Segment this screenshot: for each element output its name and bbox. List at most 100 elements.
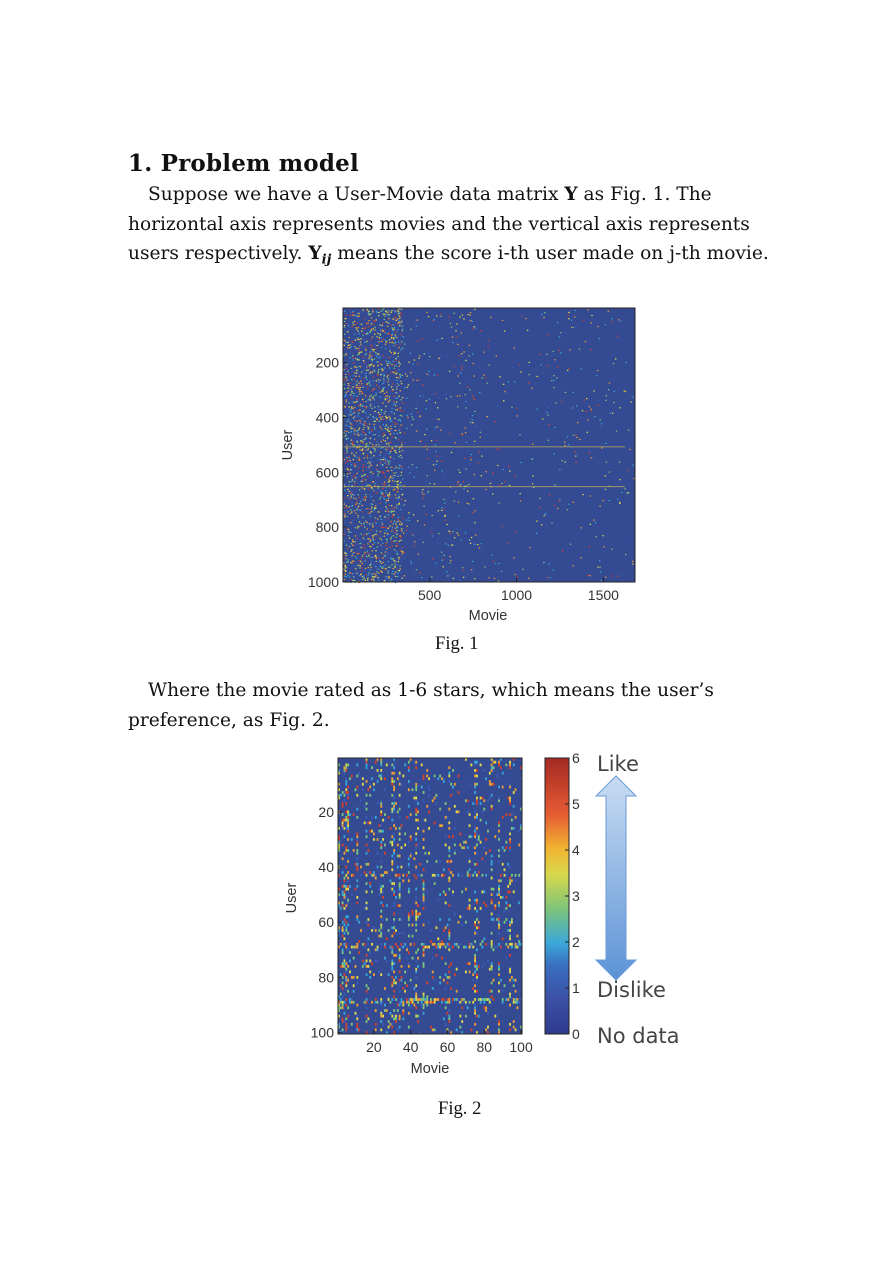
figure-2-cell: [407, 1000, 410, 1004]
figure-1-data-point: [413, 545, 416, 547]
figure-2-cell: [393, 796, 396, 800]
figure-2-cell: [450, 987, 453, 990]
figure-1-data-point: [369, 355, 372, 358]
figure-2-cell: [338, 945, 340, 949]
figure-1-data-point: [507, 542, 509, 544]
figure-1-data-point: [365, 364, 367, 366]
figure-1-data-point: [395, 403, 397, 405]
figure-1-data-point: [367, 552, 369, 554]
figure-2-cell: [393, 995, 396, 999]
figure-2-cell: [453, 782, 456, 786]
figure-1-data-point: [355, 512, 357, 514]
figure-1-data-point: [381, 522, 383, 524]
figure-2-cell: [356, 815, 359, 819]
figure-2-cell: [404, 942, 407, 946]
figure-1-data-point: [436, 460, 438, 462]
figure-1-data-point: [355, 375, 357, 377]
figure-1-data-point: [389, 566, 391, 568]
figure-1-data-point: [466, 386, 469, 388]
figure-1-data-point: [393, 324, 395, 326]
figure-1-data-point: [344, 333, 346, 335]
figure-1-data-point: [394, 488, 396, 490]
figure-1-data-point: [363, 563, 365, 565]
figure-1-data-point: [446, 571, 448, 573]
figure-1-data-point: [557, 507, 559, 509]
figure-2-cell: [518, 873, 521, 877]
figure-1-data-point: [356, 338, 358, 340]
figure-2-cell: [474, 782, 476, 786]
figure-1-data-point: [376, 418, 378, 420]
figure-1-data-point: [388, 310, 390, 312]
figure-1-data-point: [372, 576, 375, 578]
figure-2-cell: [512, 1020, 515, 1023]
figure-2-cell: [385, 937, 388, 941]
figure-1-data-point: [387, 378, 390, 380]
figure-2-cell: [407, 1003, 410, 1007]
figure-1-data-point: [371, 371, 374, 374]
figure-1-data-point: [391, 341, 394, 343]
figure-2-cell: [431, 1028, 434, 1032]
figure-1-data-point: [460, 332, 462, 334]
figure-1-data-point: [376, 441, 379, 444]
figure-1-data-point: [552, 569, 554, 571]
figure-2-cell: [402, 1003, 405, 1007]
figure-1-data-point: [344, 516, 346, 518]
figure-1-data-point: [570, 319, 573, 321]
figure-2-cell: [477, 920, 480, 924]
figure-2-cell: [367, 948, 370, 952]
figure-2-cell: [498, 920, 500, 924]
figure-2-cell: [468, 857, 471, 861]
figure-1-data-point: [381, 483, 384, 485]
figure-1-data-point: [376, 571, 378, 573]
figure-2-cell: [391, 868, 394, 872]
figure-2-cell: [417, 827, 419, 830]
figure-1-data-point: [421, 492, 423, 494]
figure-1-data-point: [350, 443, 352, 445]
figure-1-data-point: [351, 502, 353, 504]
figure-1-data-point: [364, 422, 366, 424]
figure-1-data-point: [426, 475, 428, 477]
figure-1-data-point: [369, 512, 371, 514]
figure-1-data-point: [388, 444, 390, 446]
figure-2-cell: [343, 793, 346, 797]
figure-1-data-point: [356, 472, 358, 474]
figure-2-cell: [378, 829, 381, 833]
figure-2-cell: [457, 774, 460, 778]
figure-1-data-point: [547, 334, 549, 336]
figure-1-data-point: [372, 536, 374, 538]
figure-1-data-point: [490, 570, 492, 572]
figure-1-data-point: [551, 522, 553, 524]
figure-1-data-point: [368, 508, 370, 510]
figure-1-data-point: [395, 445, 397, 447]
figure-1-data-point: [466, 502, 468, 504]
figure-2-cell: [474, 835, 476, 839]
figure-2-cell: [356, 1028, 359, 1032]
figure-1-data-point: [564, 461, 566, 463]
figure-1-data-point: [372, 526, 374, 528]
figure-1-data-point: [564, 444, 566, 447]
figure-1-data-point: [343, 344, 345, 346]
figure-1-data-point: [630, 401, 632, 403]
figure-2-cell: [411, 956, 414, 960]
figure-1-data-point: [615, 358, 617, 360]
figure-2-cell: [402, 1011, 405, 1015]
figure-2-cell: [474, 1006, 476, 1010]
figure-2-cell: [391, 959, 394, 963]
figure-1-data-point: [461, 368, 463, 370]
figure-1-data-point: [362, 386, 364, 388]
figure-1-data-point: [352, 450, 354, 452]
figure-1-data-point: [369, 405, 371, 407]
figure-1-data-point: [355, 315, 357, 317]
figure-1-data-point: [531, 458, 533, 460]
figure-2-cell: [356, 763, 359, 767]
figure-2-cell: [407, 934, 410, 938]
figure-1-data-point: [455, 549, 457, 551]
figure-1-data-point: [388, 452, 390, 454]
figure-1-data-point: [429, 356, 431, 358]
figure-1-data-point: [379, 362, 382, 364]
figure-1-data-point: [382, 483, 384, 485]
figure-1-data-point: [628, 561, 631, 563]
figure-2-cell: [516, 934, 519, 938]
figure-2-cell: [338, 931, 340, 935]
figure-1-data-point: [368, 405, 371, 407]
